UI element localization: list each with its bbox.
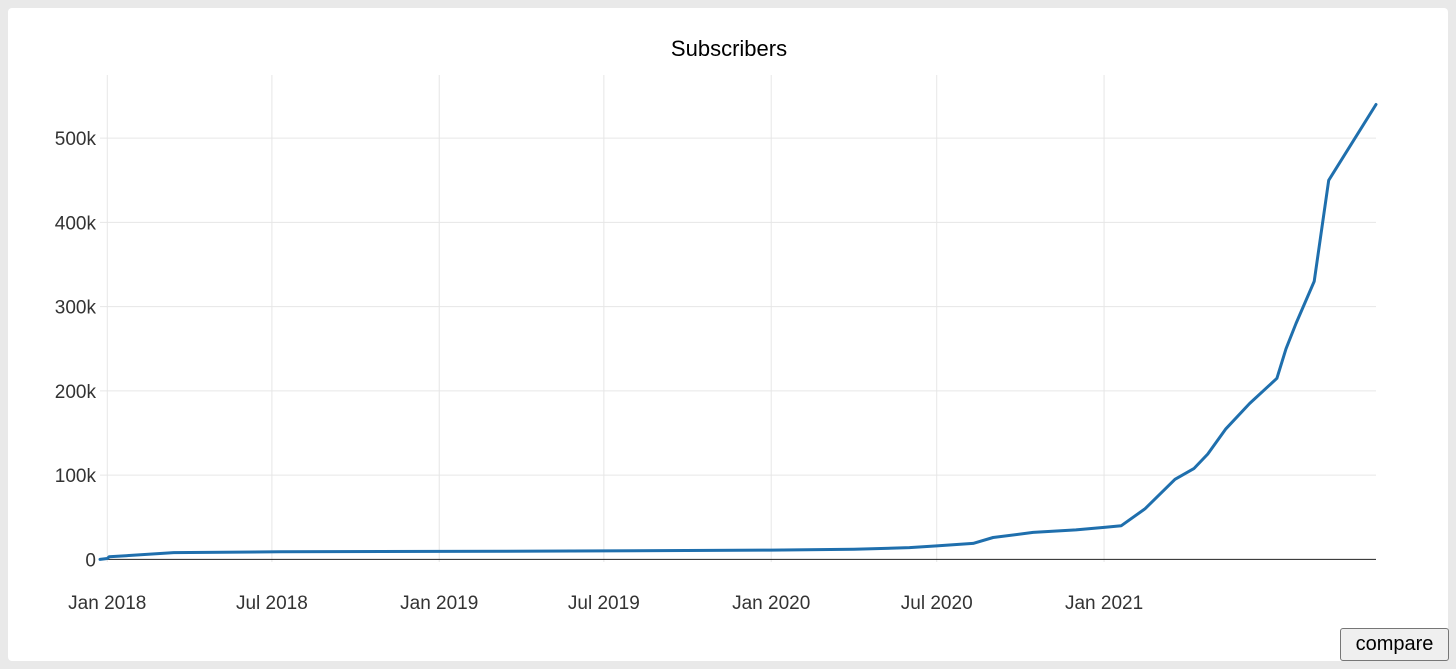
x-tick-label: Jan 2018: [68, 593, 146, 614]
x-axis-ticks: Jan 2018 Jul 2018 Jan 2019 Jul 2019 Jan 2020…: [68, 593, 1143, 614]
y-tick-label: 200k: [55, 382, 97, 403]
subscribers-series-line: [98, 103, 1378, 561]
y-tick-label: 0: [85, 550, 96, 571]
x-tick-label: Jan 2020: [732, 593, 810, 614]
x-tick-label: Jul 2019: [568, 593, 640, 614]
x-tick-label: Jan 2021: [1065, 593, 1143, 614]
x-tick-label: Jan 2019: [400, 593, 478, 614]
y-tick-label: 100k: [55, 466, 97, 487]
y-tick-label: 400k: [55, 213, 97, 234]
y-axis-ticks: 0 100k 200k 300k 400k 500k: [55, 129, 97, 571]
chart-title: Subscribers: [671, 36, 787, 61]
compare-button[interactable]: compare: [1340, 628, 1449, 661]
y-tick-label: 500k: [55, 129, 97, 150]
x-tick-label: Jul 2018: [236, 593, 308, 614]
grid-lines: [100, 75, 1376, 562]
x-tick-label: Jul 2020: [901, 593, 973, 614]
y-tick-label: 300k: [55, 298, 97, 319]
